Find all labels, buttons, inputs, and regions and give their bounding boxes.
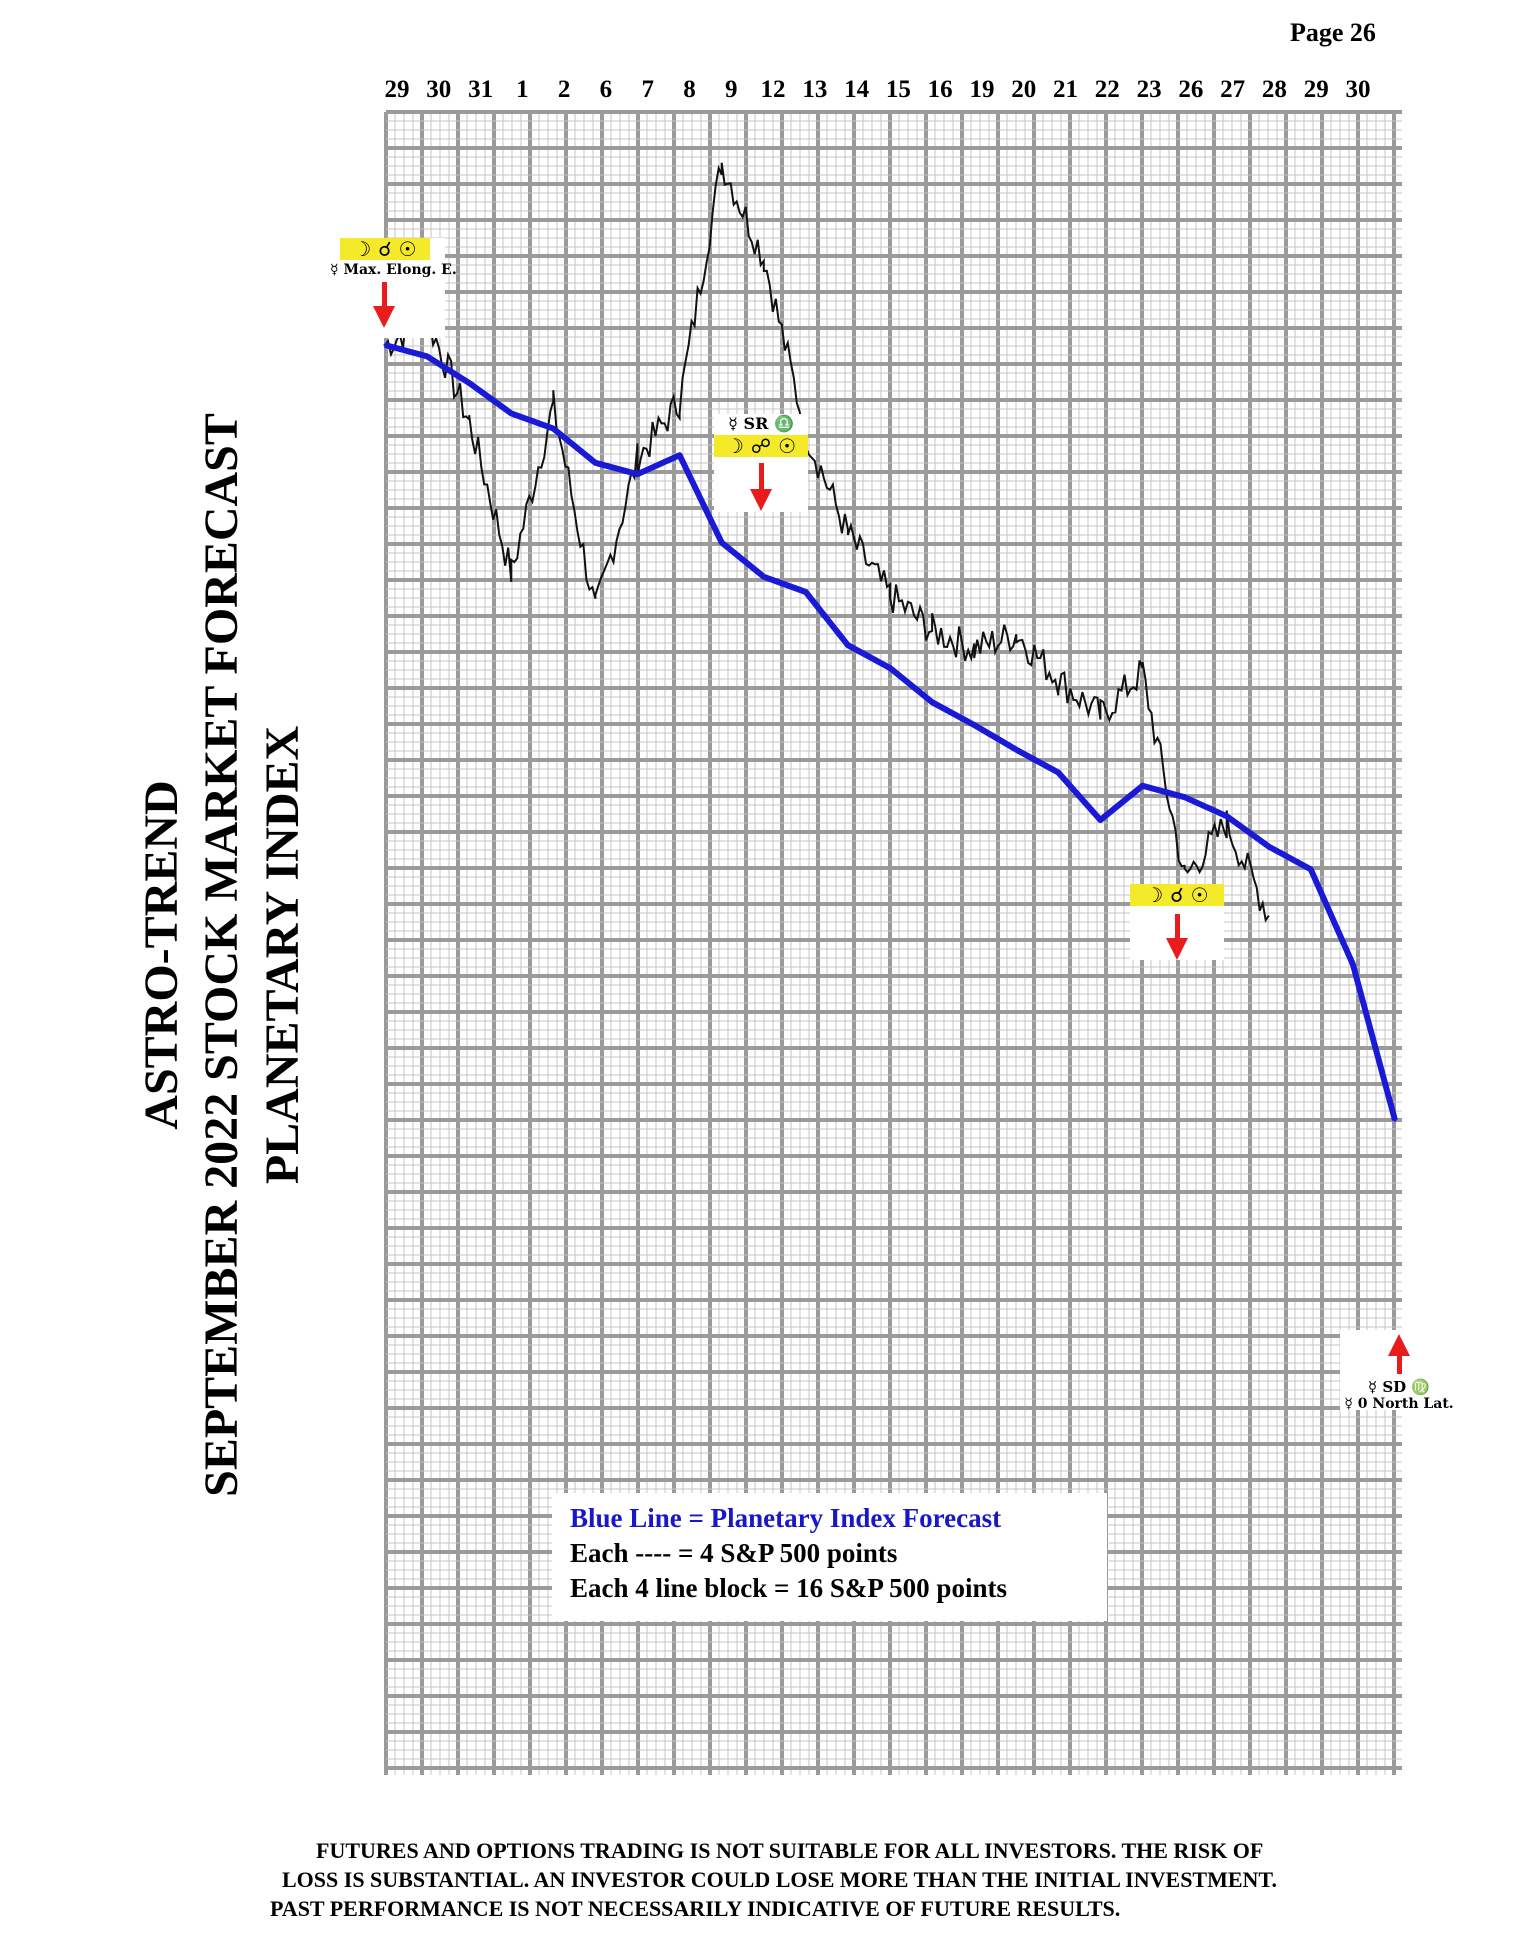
- day-axis-labels: 29 30 31 1 2 6 7 8 9 12 13 14 15 16 19 20 21 22 23 26 27 28 29…: [0, 76, 1536, 110]
- forecast-point: [383, 343, 387, 347]
- forecast-point: [593, 461, 597, 465]
- forecast-point: [509, 411, 513, 415]
- price-line: [384, 162, 1270, 923]
- annotation-sep25: ☽ ☌ ☉: [1130, 884, 1224, 960]
- arrow-up-icon: [1388, 1334, 1410, 1356]
- annotation-label: ☿ Max. Elong. E.: [330, 262, 457, 278]
- day-label: 16: [927, 76, 953, 103]
- day-label: 2: [557, 76, 571, 103]
- forecast-point: [1267, 845, 1271, 849]
- legend-scale-line: Each ---- = 4 S&P 500 points: [570, 1538, 898, 1568]
- day-label: 7: [641, 76, 654, 103]
- annotation-label: ☿ SD ♍: [1367, 1378, 1431, 1396]
- forecast-point: [846, 643, 850, 647]
- forecast-point: [1309, 867, 1313, 871]
- day-label: 1: [516, 76, 529, 103]
- forecast-point: [1351, 962, 1355, 966]
- forecast-point: [930, 700, 934, 704]
- page-number: Page 26: [1290, 18, 1376, 47]
- annotation-aug29: ☽ ☌ ☉ ☿ Max. Elong. E.: [330, 238, 457, 338]
- legend-forecast-line: Blue Line = Planetary Index Forecast: [570, 1503, 1002, 1533]
- day-label: 8: [683, 76, 696, 103]
- annotation-sep30: ☿ SD ♍ ☿ 0 North Lat.: [1340, 1330, 1458, 1412]
- arrow-down-icon: [373, 306, 395, 328]
- forecast-point: [1014, 748, 1018, 752]
- forecast-point: [678, 453, 682, 457]
- arrow-shaft: [1174, 914, 1180, 938]
- day-label: 15: [885, 76, 911, 103]
- arrow-shaft: [758, 463, 764, 489]
- forecast-point: [1141, 784, 1144, 788]
- forecast-point: [720, 541, 724, 545]
- day-label: 19: [969, 76, 995, 103]
- forecast-point: [425, 354, 429, 358]
- forecast-point: [636, 472, 639, 476]
- day-label: 30: [1345, 76, 1371, 103]
- day-label: 21: [1053, 76, 1079, 103]
- day-label: 20: [1011, 76, 1037, 103]
- forecast-point: [762, 575, 766, 579]
- day-label: 13: [802, 76, 828, 103]
- day-label: 29: [384, 76, 410, 103]
- annotation-label-2: ☿ 0 North Lat.: [1344, 1396, 1454, 1412]
- chart-legend: Blue Line = Planetary Index Forecast Eac…: [552, 1493, 1107, 1621]
- aspect-moon-conj-sun: ☽ ☌ ☉: [1130, 884, 1224, 906]
- forecast-point: [1056, 771, 1060, 774]
- aspect-moon-opp-sun: ☽ ☍ ☉: [714, 435, 808, 457]
- forecast-point: [1393, 1118, 1397, 1122]
- day-label: 29: [1303, 76, 1329, 103]
- forecast-point: [888, 666, 892, 670]
- day-label: 26: [1178, 76, 1204, 103]
- forecast-point: [1098, 818, 1102, 822]
- forecast-point: [551, 427, 555, 431]
- forecast-point: [804, 590, 808, 594]
- forecast-point: [467, 381, 471, 385]
- day-label: 14: [844, 76, 870, 103]
- aspect-moon-conj-sun: ☽ ☌ ☉: [340, 238, 430, 260]
- arrow-shaft: [1396, 1356, 1402, 1374]
- forecast-point: [1225, 814, 1229, 818]
- legend-block-line: Each 4 line block = 16 S&P 500 points: [570, 1573, 1007, 1603]
- day-label: 28: [1261, 76, 1287, 103]
- disclaimer-line-3: PAST PERFORMANCE IS NOT NECESSARILY INDI…: [270, 1896, 1121, 1921]
- day-label: 22: [1094, 76, 1120, 103]
- annotation-sep9: ☿ SR ♎ ☽ ☍ ☉: [714, 414, 808, 512]
- day-label: 23: [1136, 76, 1162, 103]
- day-label: 12: [760, 76, 786, 103]
- risk-disclaimer: FUTURES AND OPTIONS TRADING IS NOT SUITA…: [270, 1836, 1490, 1923]
- day-label: 30: [426, 76, 452, 103]
- arrow-down-icon: [1166, 938, 1188, 960]
- forecast-point: [1183, 795, 1187, 799]
- forecast-point: [972, 723, 976, 727]
- day-label: 9: [725, 76, 738, 103]
- forecast-series: [383, 342, 1398, 1122]
- day-label: 27: [1220, 76, 1246, 103]
- day-label: 31: [468, 76, 494, 103]
- disclaimer-line-2: LOSS IS SUBSTANTIAL. AN INVESTOR COULD L…: [282, 1867, 1277, 1892]
- price-series: [384, 162, 1270, 923]
- arrow-shaft: [382, 282, 387, 306]
- annotation-label: ☿ SR ♎: [728, 414, 794, 433]
- arrow-down-icon: [750, 489, 772, 511]
- disclaimer-line-1: FUTURES AND OPTIONS TRADING IS NOT SUITA…: [316, 1838, 1264, 1863]
- day-label: 6: [599, 76, 613, 103]
